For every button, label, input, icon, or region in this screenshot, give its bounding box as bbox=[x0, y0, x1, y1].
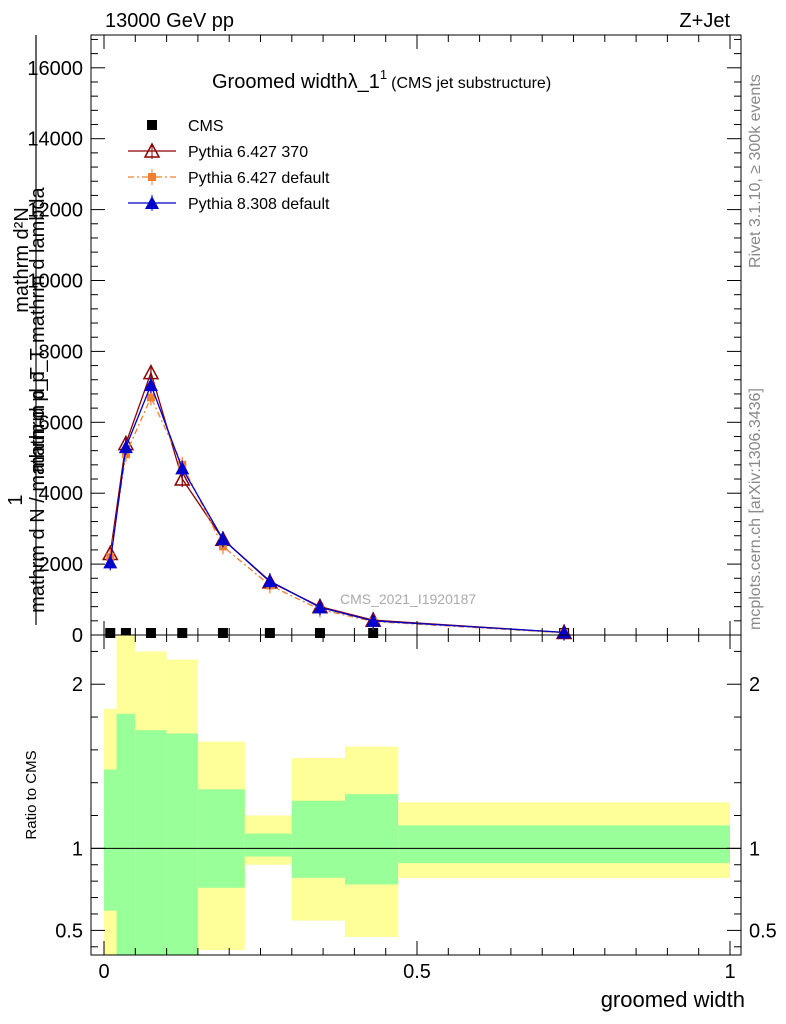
pythia8-marker bbox=[262, 574, 277, 588]
cms-marker bbox=[314, 628, 325, 638]
chart-title-main: Groomed widthλ_1 bbox=[212, 71, 380, 93]
pythia8-marker bbox=[215, 532, 230, 546]
cms-marker bbox=[217, 628, 228, 638]
x-tick-label: 0 bbox=[98, 961, 109, 983]
ratio-tick-label: 0.5 bbox=[55, 920, 83, 942]
ratio-band-green bbox=[291, 800, 346, 878]
cms-marker bbox=[105, 628, 116, 638]
ratio-tick-label: 1 bbox=[72, 838, 83, 860]
chart-title: Groomed widthλ_11 (CMS jet substructure) bbox=[212, 67, 551, 93]
ratio-band-green bbox=[398, 825, 730, 864]
header-left: 13000 GeV pp bbox=[105, 10, 234, 32]
ratio-band-green bbox=[345, 794, 399, 885]
legend-label: Pythia 6.427 370 bbox=[188, 144, 308, 161]
mcplots-label: mcplots.cern.ch [arXiv:1306.3436] bbox=[747, 388, 764, 630]
pythia8-marker bbox=[118, 440, 133, 454]
ratio-tick-label: 2 bbox=[749, 674, 760, 696]
legend-label: Pythia 6.427 default bbox=[188, 170, 330, 187]
cms-marker bbox=[147, 120, 157, 130]
chart-title-sup: 1 bbox=[380, 67, 387, 82]
pythia6-370-marker bbox=[173, 470, 191, 486]
cms-marker bbox=[145, 628, 156, 638]
legend-label: Pythia 8.308 default bbox=[188, 196, 330, 213]
legend-label: CMS bbox=[188, 118, 224, 135]
y-tick-label: 2000 bbox=[39, 554, 84, 576]
pythia8-marker bbox=[145, 196, 159, 209]
analysis-watermark: CMS_2021_I1920187 bbox=[340, 591, 476, 607]
series-cms bbox=[105, 628, 570, 638]
pythia8-marker bbox=[175, 461, 190, 475]
y-label-numerator: mathrm d²N bbox=[11, 207, 33, 313]
chart-title-sub: (CMS jet substructure) bbox=[391, 75, 551, 92]
series-pythia-6-427-370 bbox=[102, 364, 573, 641]
ratio-band-green bbox=[166, 733, 198, 955]
y-label-one: 1 bbox=[5, 494, 27, 505]
pythia6-default-marker bbox=[148, 173, 156, 181]
ratio-tick-label: 0.5 bbox=[749, 920, 777, 942]
series-pythia-8-308-default bbox=[103, 377, 572, 641]
pythia8-marker bbox=[103, 555, 118, 569]
series-pythia-6-427-default bbox=[106, 389, 569, 641]
x-tick-labels: 0 0.5 1 bbox=[98, 961, 735, 983]
ratio-y-label: Ratio to CMS bbox=[23, 750, 40, 839]
ratio-band-green bbox=[135, 730, 167, 955]
x-tick-label: 1 bbox=[724, 961, 735, 983]
pythia6-default-marker bbox=[146, 393, 155, 402]
series-line bbox=[109, 370, 565, 634]
pythia8-marker bbox=[312, 600, 327, 614]
y-axis-label: mathrm d²N 1 mathrm d p_T mathrm d lambd… bbox=[5, 35, 49, 625]
rivet-version-label: Rivet 3.1.10, ≥ 300k events bbox=[747, 74, 764, 268]
ratio-tick-label: 1 bbox=[749, 838, 760, 860]
y-tick-label: 4000 bbox=[39, 483, 84, 505]
x-tick-label: 0.5 bbox=[403, 961, 431, 983]
y-label-lower-denominator: mathrm d N / mathrm d p_T bbox=[27, 367, 49, 613]
y-tick-label: 8000 bbox=[39, 341, 84, 363]
legend: CMS Pythia 6.427 370 Pythia 6.427 default P… bbox=[128, 118, 330, 213]
cms-marker bbox=[120, 628, 131, 638]
pythia8-marker bbox=[366, 613, 381, 627]
y-tick-label: 12000 bbox=[27, 200, 83, 222]
series-line bbox=[109, 383, 565, 633]
ratio-panel: 0.5 0.5 1 1 2 2 bbox=[55, 634, 777, 956]
cms-marker bbox=[264, 628, 275, 638]
ratio-band-green bbox=[104, 769, 117, 911]
y-tick-label: 10000 bbox=[27, 271, 83, 293]
main-panel: 0 2000 4000 6000 8000 10000 12000 14000 16000 bbox=[27, 34, 742, 647]
header-right: Z+Jet bbox=[679, 10, 730, 32]
ratio-tick-label: 2 bbox=[72, 674, 83, 696]
y-tick-label: 0 bbox=[72, 625, 83, 647]
y-tick-label: 14000 bbox=[27, 129, 83, 151]
cms-marker bbox=[368, 628, 379, 638]
pythia6-370-marker bbox=[143, 142, 161, 158]
y-tick-label: 6000 bbox=[39, 412, 84, 434]
y-tick-label: 16000 bbox=[27, 58, 83, 80]
x-axis-label: groomed width bbox=[601, 987, 745, 1012]
pythia8-marker bbox=[143, 378, 158, 392]
ratio-band-green bbox=[116, 713, 136, 955]
ratio-band-green bbox=[244, 833, 292, 857]
cms-marker bbox=[177, 628, 188, 638]
ratio-frame bbox=[90, 634, 742, 956]
ratio-band-green bbox=[197, 789, 245, 888]
series-line bbox=[109, 395, 565, 634]
y-label-denominator: mathrm d p_T mathrm d lambda bbox=[27, 186, 49, 472]
